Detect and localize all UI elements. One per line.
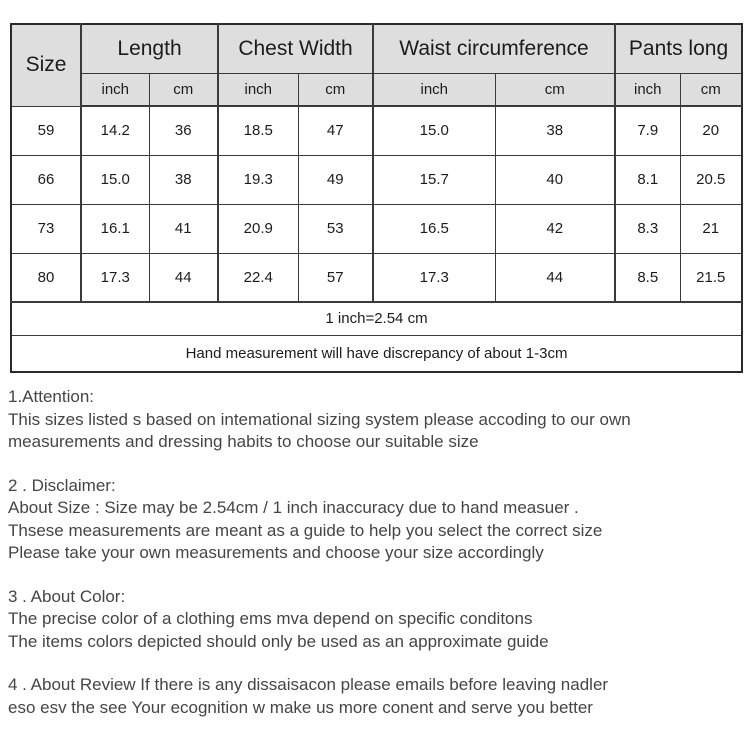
note-attention-line: This sizes listed s based on intemationa… — [8, 409, 631, 429]
note-disclaimer-line: Thsese measurements are meant as a guide… — [8, 520, 603, 540]
footnote-inch-conversion: 1 inch=2.54 cm — [10, 301, 743, 336]
note-about-review-line: 4 . About Review If there is any dissais… — [8, 675, 609, 694]
cell-pants-inch: 8.5 — [614, 252, 681, 303]
cell-pants-inch: 8.3 — [614, 203, 681, 254]
note-about-review-line: eso esv the see Your ecognition w make u… — [8, 697, 593, 717]
cell-pants-inch: 7.9 — [614, 105, 681, 156]
cell-length-cm: 38 — [148, 154, 219, 205]
note-attention-heading: 1.Attention: — [8, 387, 95, 406]
cell-chest-inch: 18.5 — [217, 105, 299, 156]
cell-length-cm: 41 — [148, 203, 219, 254]
col-header-waist-circumference: Waist circumference — [372, 23, 616, 74]
unit-header-chest-inch: inch — [217, 72, 299, 107]
note-about-color-heading: 3 . About Color: — [8, 586, 126, 606]
cell-chest-inch: 20.9 — [217, 203, 299, 254]
unit-header-length-cm: cm — [148, 72, 219, 107]
unit-header-pants-inch: inch — [614, 72, 681, 107]
col-header-size: Size — [10, 23, 82, 107]
note-attention: 1.Attention: This sizes listed s based o… — [8, 386, 728, 454]
cell-chest-cm: 47 — [297, 105, 374, 156]
unit-header-length-inch: inch — [80, 72, 150, 107]
cell-size: 66 — [10, 154, 82, 205]
cell-waist-inch: 17.3 — [372, 252, 496, 303]
table-row-size-80: 80 17.3 44 22.4 57 17.3 44 8.5 21.5 — [10, 252, 743, 303]
size-chart-table: Size Length Chest Width Waist circumfere… — [10, 23, 744, 373]
cell-waist-inch: 15.7 — [372, 154, 496, 205]
footnote-row-hand-measurement: Hand measurement will have discrepancy o… — [10, 334, 743, 373]
cell-waist-cm: 38 — [494, 105, 616, 156]
table-row-size-73: 73 16.1 41 20.9 53 16.5 42 8.3 21 — [10, 203, 743, 254]
cell-chest-cm: 53 — [297, 203, 374, 254]
footnote-hand-measurement: Hand measurement will have discrepancy o… — [10, 334, 743, 373]
cell-chest-cm: 49 — [297, 154, 374, 205]
cell-pants-inch: 8.1 — [614, 154, 681, 205]
cell-chest-cm: 57 — [297, 252, 374, 303]
note-disclaimer-line: Please take your own measurements and ch… — [8, 543, 544, 562]
cell-length-cm: 36 — [148, 105, 219, 156]
cell-waist-inch: 15.0 — [372, 105, 496, 156]
cell-length-inch: 16.1 — [80, 203, 150, 254]
header-row-units: inch cm inch cm inch cm inch cm — [11, 72, 743, 107]
cell-pants-cm: 21.5 — [679, 252, 743, 303]
cell-length-inch: 15.0 — [80, 154, 150, 205]
col-header-chest-width: Chest Width — [217, 23, 374, 74]
note-disclaimer-heading: 2 . Disclaimer: — [8, 475, 116, 495]
note-disclaimer: 2 . Disclaimer: About Size : Size may be… — [8, 475, 728, 565]
cell-size: 59 — [10, 105, 82, 156]
note-about-color: 3 . About Color: The precise color of a … — [8, 586, 728, 654]
unit-header-waist-cm: cm — [494, 72, 616, 107]
header-row-groups: Size Length Chest Width Waist circumfere… — [10, 23, 743, 107]
cell-size: 80 — [10, 252, 82, 303]
cell-length-cm: 44 — [148, 252, 219, 303]
cell-waist-cm: 40 — [494, 154, 616, 205]
cell-pants-cm: 20.5 — [679, 154, 743, 205]
cell-length-inch: 17.3 — [80, 252, 150, 303]
cell-pants-cm: 21 — [679, 203, 743, 254]
cell-chest-inch: 19.3 — [217, 154, 299, 205]
unit-header-waist-inch: inch — [372, 72, 496, 107]
cell-waist-inch: 16.5 — [372, 203, 496, 254]
col-header-pants-long: Pants long — [614, 23, 743, 74]
cell-waist-cm: 44 — [494, 252, 616, 303]
table-row-size-66: 66 15.0 38 19.3 49 15.7 40 8.1 20.5 — [10, 154, 743, 205]
cell-waist-cm: 42 — [494, 203, 616, 254]
cell-pants-cm: 20 — [679, 105, 743, 156]
cell-length-inch: 14.2 — [80, 105, 150, 156]
cell-chest-inch: 22.4 — [217, 252, 299, 303]
note-attention-line: measurements and dressing habits to choo… — [8, 432, 479, 451]
note-about-review: 4 . About Review If there is any dissais… — [8, 674, 728, 719]
col-header-length: Length — [79, 23, 219, 74]
note-about-color-line: The precise color of a clothing ems mva … — [8, 609, 533, 628]
note-about-color-line: The items colors depicted should only be… — [8, 631, 549, 651]
unit-header-pants-cm: cm — [679, 72, 743, 107]
footnote-row-inch-conversion: 1 inch=2.54 cm — [10, 301, 743, 336]
note-disclaimer-line: About Size : Size may be 2.54cm / 1 inch… — [8, 498, 579, 517]
unit-header-chest-cm: cm — [297, 72, 374, 107]
notes-block: 1.Attention: This sizes listed s based o… — [8, 386, 728, 740]
table-row-size-59: 59 14.2 36 18.5 47 15.0 38 7.9 20 — [10, 105, 743, 156]
cell-size: 73 — [10, 203, 82, 254]
